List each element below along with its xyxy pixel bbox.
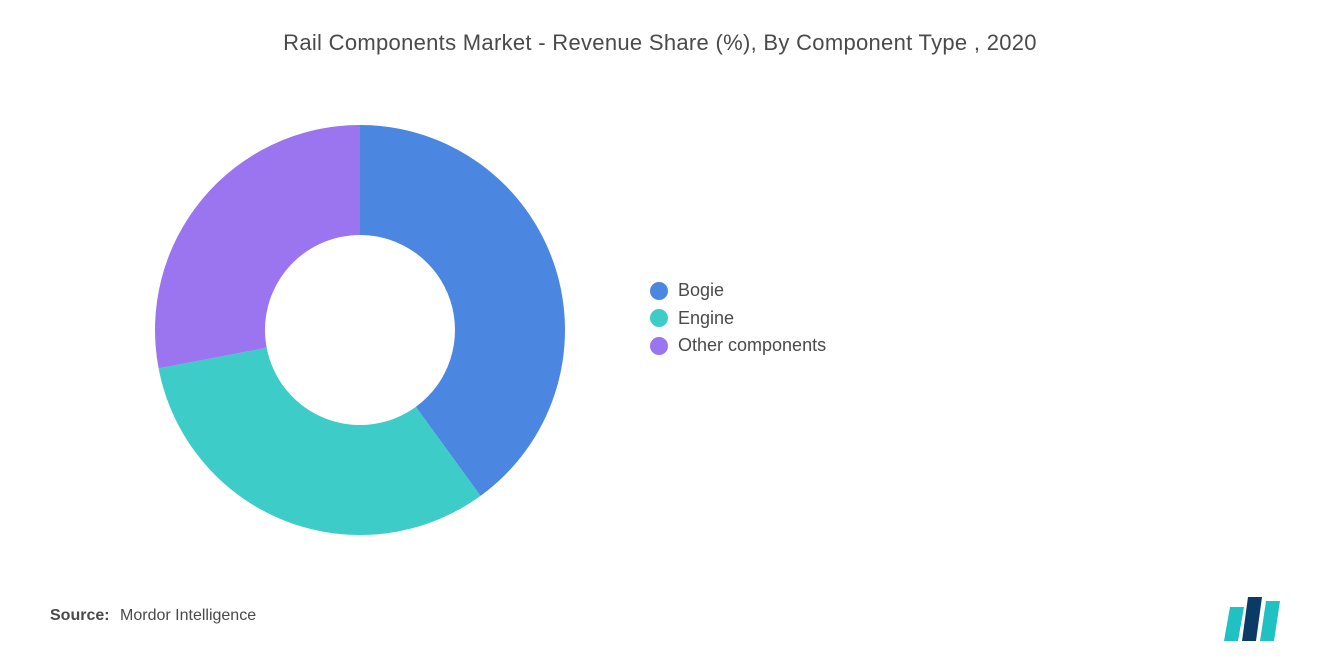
logo-bar-icon: [1260, 601, 1280, 641]
legend: Bogie Engine Other components: [650, 280, 826, 363]
legend-label: Engine: [678, 308, 734, 330]
legend-swatch: [650, 309, 668, 327]
legend-swatch: [650, 282, 668, 300]
chart-title: Rail Components Market - Revenue Share (…: [0, 0, 1320, 56]
donut-slice-engine: [159, 348, 481, 535]
legend-swatch: [650, 337, 668, 355]
legend-label: Bogie: [678, 280, 724, 302]
legend-item: Other components: [650, 335, 826, 357]
source-label: Source:: [50, 607, 110, 624]
donut-svg: [140, 110, 580, 550]
logo-bar-icon: [1242, 597, 1262, 641]
legend-item: Bogie: [650, 280, 826, 302]
brand-logo: [1218, 593, 1286, 641]
source-text: Mordor Intelligence: [120, 607, 256, 624]
logo-bar-icon: [1224, 607, 1244, 641]
donut-chart: [140, 110, 580, 550]
legend-label: Other components: [678, 335, 826, 357]
legend-item: Engine: [650, 308, 826, 330]
source-line: Source: Mordor Intelligence: [50, 607, 256, 625]
donut-slice-other-components: [155, 125, 360, 368]
